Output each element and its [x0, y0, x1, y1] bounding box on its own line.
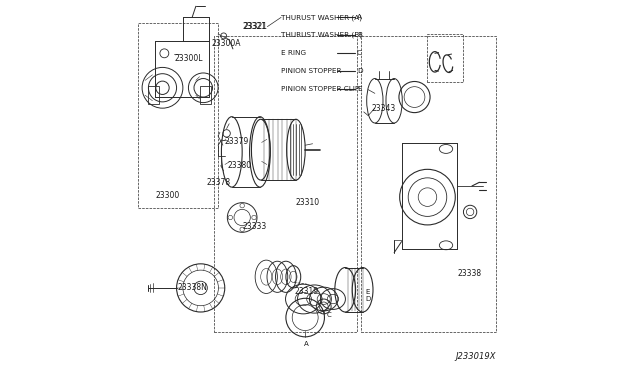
Text: C: C — [357, 50, 362, 56]
Text: 23338N: 23338N — [177, 283, 207, 292]
Text: A: A — [303, 341, 308, 347]
Text: B: B — [357, 32, 362, 38]
Text: THURUST WASHER (B): THURUST WASHER (B) — [281, 32, 362, 38]
Bar — [200, 86, 211, 105]
Bar — [138, 23, 218, 208]
Text: J233019X: J233019X — [456, 352, 496, 361]
Text: 23343: 23343 — [372, 104, 396, 113]
Text: D: D — [357, 68, 363, 74]
Bar — [148, 86, 159, 105]
Text: 23321: 23321 — [243, 22, 266, 31]
Text: E RING: E RING — [281, 50, 306, 56]
Text: 23379: 23379 — [225, 137, 249, 146]
Text: 23321: 23321 — [243, 22, 268, 31]
Text: 23300L: 23300L — [175, 54, 204, 62]
Text: A: A — [357, 15, 362, 20]
Text: PINION STOPPER: PINION STOPPER — [281, 68, 342, 74]
Bar — [214, 36, 357, 333]
Bar — [428, 34, 463, 82]
Text: PINION STOPPER CLIP: PINION STOPPER CLIP — [281, 86, 359, 92]
Text: 23319: 23319 — [294, 287, 318, 296]
Text: E: E — [357, 86, 362, 92]
Text: 23310: 23310 — [296, 198, 320, 207]
Bar — [361, 36, 496, 333]
Text: E: E — [365, 289, 370, 295]
Text: 23378: 23378 — [207, 178, 231, 187]
Text: C: C — [326, 312, 332, 318]
Text: 23338: 23338 — [457, 269, 481, 278]
Text: D: D — [365, 296, 371, 302]
Text: 23333: 23333 — [242, 222, 266, 231]
Text: THURUST WASHER (A): THURUST WASHER (A) — [281, 14, 362, 20]
Text: 23380: 23380 — [227, 161, 252, 170]
Text: 23300: 23300 — [155, 191, 179, 200]
Text: 23300A: 23300A — [212, 39, 241, 48]
